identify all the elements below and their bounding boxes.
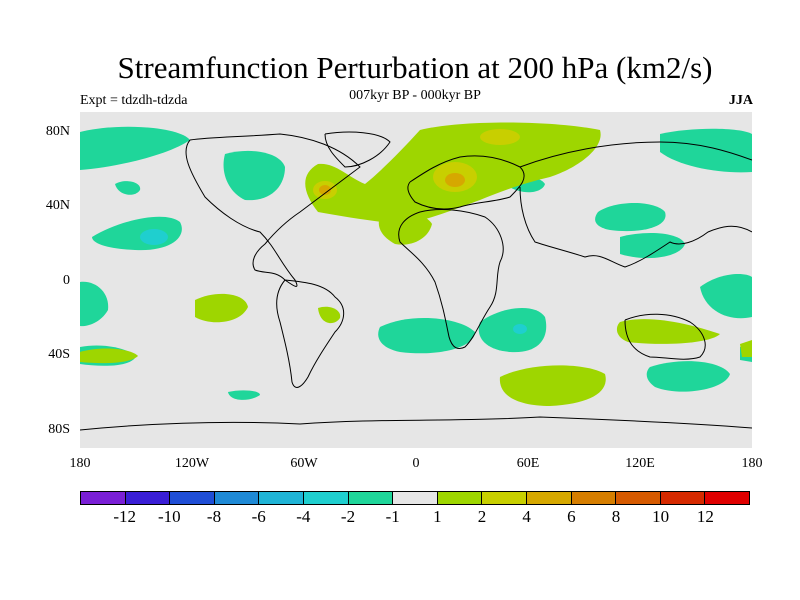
colorbar-tick-label: 6 xyxy=(567,507,576,526)
colorbar-tick-label: -4 xyxy=(296,507,311,526)
contour-south-pacific-subtrop xyxy=(195,293,248,323)
coast-antarctica xyxy=(80,416,752,431)
coast-asia xyxy=(519,141,752,268)
colorbar-box xyxy=(214,492,260,504)
map-svg xyxy=(80,112,752,448)
lon-label-0: 0 xyxy=(412,456,420,471)
colorbar-box xyxy=(348,492,394,504)
colorbar-tick-label: -6 xyxy=(251,507,266,526)
colorbar-tick-label: 1 xyxy=(433,507,442,526)
lat-label-80n: 80N xyxy=(45,124,70,139)
lat-label-0: 0 xyxy=(63,273,70,288)
colorbar-box xyxy=(705,492,749,504)
colorbar-box xyxy=(616,492,661,504)
colorbar-tick-label: 2 xyxy=(477,507,487,526)
lon-label-60w: 60W xyxy=(290,456,318,471)
season-label: JJA xyxy=(728,93,753,108)
max-scandinavia xyxy=(445,173,465,187)
chart-title: Streamfunction Perturbation at 200 hPa (… xyxy=(117,50,713,85)
lon-label-120e: 120E xyxy=(625,456,655,471)
coast-australia xyxy=(624,313,706,360)
colorbar xyxy=(80,491,750,505)
lon-label-60e: 60E xyxy=(516,456,540,471)
colorbar-tick-label: -8 xyxy=(206,507,222,526)
contour-sh-east xyxy=(740,340,752,357)
coast-greenland xyxy=(324,131,391,168)
max-ne-america xyxy=(319,185,331,195)
colorbar-box xyxy=(660,492,706,504)
colorbar-tick-label: -2 xyxy=(340,507,356,526)
lon-label-120w: 120W xyxy=(174,456,210,471)
contour-australia xyxy=(616,319,720,344)
contour-arctic-east xyxy=(660,128,752,173)
negative-cores xyxy=(140,229,527,334)
colorbar-tick-label: 10 xyxy=(652,507,670,526)
contour-southern-indian xyxy=(499,365,606,406)
core-indian-ocean xyxy=(513,324,527,334)
colorbar-tick-label: 4 xyxy=(522,507,531,526)
map-panel xyxy=(80,112,752,448)
lon-label-180w: 180 xyxy=(69,456,91,471)
coast-south-america xyxy=(276,279,345,388)
colorbar-tick-label: 12 xyxy=(696,507,714,526)
colorbar-tick-label: -10 xyxy=(157,507,181,526)
lon-label-180e: 180 xyxy=(741,456,763,471)
positive-max xyxy=(319,173,465,195)
chart-subtitle: 007kyr BP - 000kyr BP xyxy=(349,88,481,103)
contour-south-small xyxy=(228,390,260,400)
contour-equatorial-pacific xyxy=(80,281,109,327)
colorbar-box xyxy=(303,492,349,504)
positive-contours xyxy=(80,122,752,406)
contour-west-africa xyxy=(378,212,432,245)
coast-north-america xyxy=(185,133,361,287)
colorbar-tick-label: -1 xyxy=(385,507,400,526)
coastlines xyxy=(80,131,752,431)
core-east-pacific xyxy=(140,229,168,245)
core-arctic-eu xyxy=(480,129,520,145)
experiment-label: Expt = tdzdh-tdzda xyxy=(80,93,188,108)
colorbar-box xyxy=(482,492,527,504)
contour-west-pacific xyxy=(620,232,685,259)
contour-sh-west xyxy=(80,348,138,364)
contour-indian-ocean xyxy=(478,307,547,353)
contour-pacific-small xyxy=(115,181,141,195)
coast-africa xyxy=(398,209,504,349)
colorbar-box xyxy=(170,492,215,504)
colorbar-box xyxy=(81,492,126,504)
coast-europe xyxy=(407,155,525,210)
lat-label-80s: 80S xyxy=(48,422,70,437)
colorbar-tick-label: 8 xyxy=(611,507,621,526)
contour-north-pacific xyxy=(80,126,190,170)
colorbar-box xyxy=(393,492,438,504)
lat-label-40s: 40S xyxy=(48,347,70,362)
lat-label-40n: 40N xyxy=(45,198,70,213)
contour-south-america xyxy=(318,306,341,324)
contour-south-atlantic xyxy=(378,317,475,354)
contour-sw-pacific xyxy=(646,361,730,392)
colorbar-box xyxy=(526,492,572,504)
colorbar-tick-label: -12 xyxy=(113,507,136,526)
colorbar-box xyxy=(571,492,617,504)
contour-hudson xyxy=(223,150,285,201)
colorbar-box xyxy=(437,492,483,504)
colorbar-box xyxy=(125,492,171,504)
contour-tropical-west-pacific xyxy=(700,274,752,319)
contour-east-asia xyxy=(595,203,666,232)
colorbar-box xyxy=(259,492,304,504)
